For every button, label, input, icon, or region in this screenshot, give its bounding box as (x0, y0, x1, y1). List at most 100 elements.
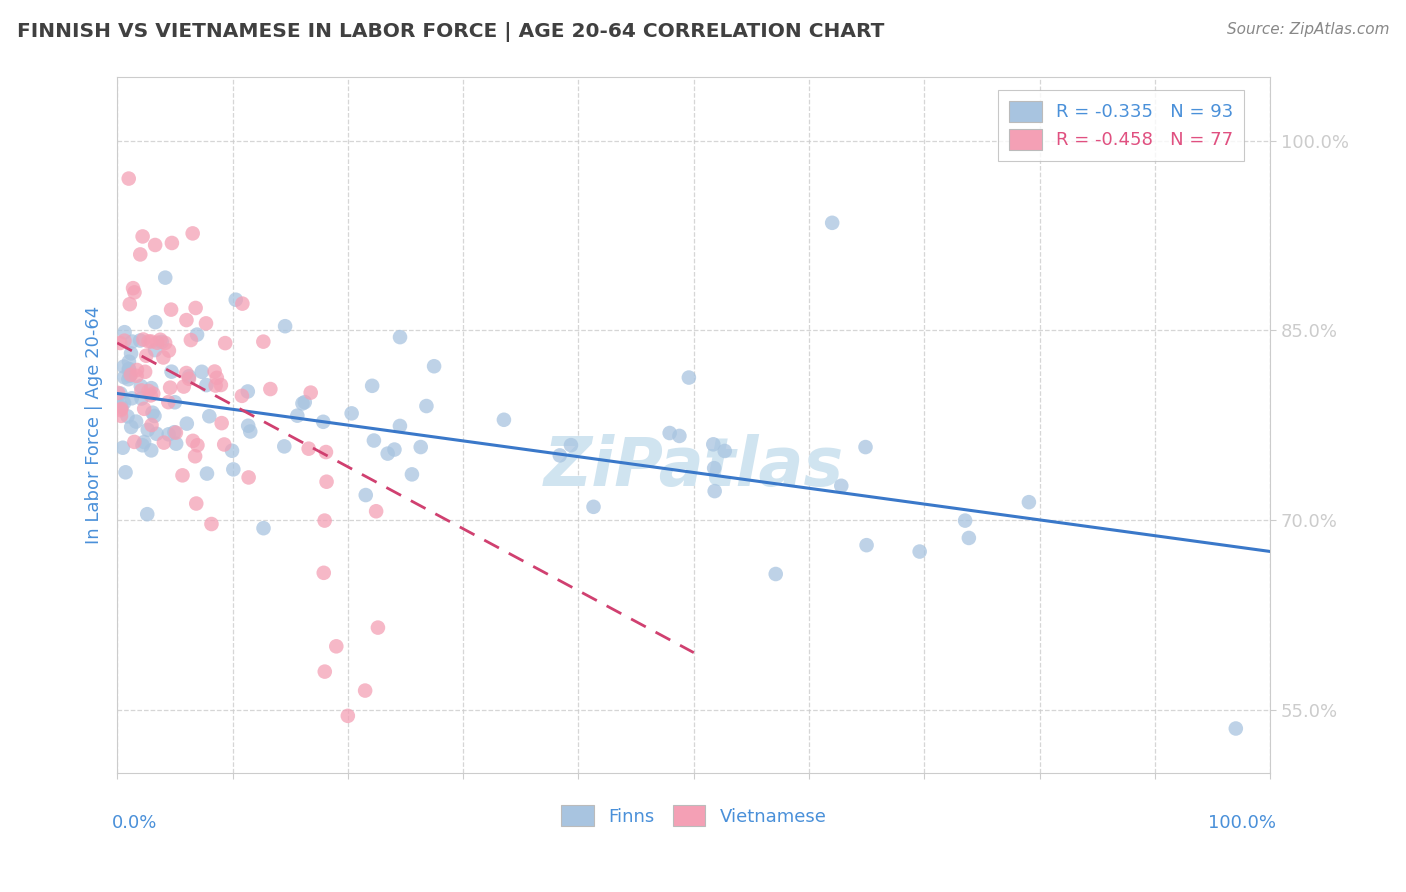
Point (139, 388, 162, 402)
Point (354, 683, 377, 698)
Point (134, 401, 156, 416)
Point (713, 444, 735, 458)
Point (110, 400, 132, 414)
Point (212, 437, 235, 451)
Point (225, 293, 247, 307)
Point (138, 384, 160, 398)
Point (132, 333, 155, 347)
Text: 100.0%: 100.0% (1208, 814, 1277, 832)
Point (141, 406, 163, 420)
Point (409, 440, 432, 454)
Point (285, 409, 308, 423)
Point (174, 366, 197, 380)
Text: 0.0%: 0.0% (111, 814, 157, 832)
Point (142, 386, 165, 401)
Point (112, 359, 135, 374)
Point (180, 333, 202, 347)
Point (134, 365, 156, 379)
Point (204, 378, 226, 392)
Point (131, 392, 153, 406)
Point (118, 362, 141, 376)
Point (141, 381, 163, 395)
Point (312, 566, 335, 580)
Point (143, 315, 166, 329)
Point (389, 330, 412, 344)
Point (129, 247, 152, 261)
Point (153, 435, 176, 450)
Point (423, 359, 446, 374)
Text: ZiPatlas: ZiPatlas (544, 434, 844, 500)
Point (157, 343, 180, 358)
Point (953, 514, 976, 528)
Point (134, 435, 156, 450)
Point (198, 409, 221, 424)
Point (658, 425, 681, 440)
Point (157, 427, 180, 442)
Point (195, 467, 218, 481)
Point (121, 392, 143, 406)
Point (1018, 495, 1040, 509)
Point (274, 319, 297, 334)
Point (354, 488, 377, 502)
Point (145, 426, 167, 441)
Point (273, 439, 295, 453)
Point (122, 281, 145, 295)
Point (361, 379, 384, 393)
Point (146, 335, 169, 350)
Point (157, 395, 180, 409)
Point (176, 417, 198, 431)
Point (124, 434, 146, 449)
Point (118, 297, 141, 311)
Point (149, 333, 172, 347)
Point (315, 475, 337, 489)
Point (560, 438, 582, 452)
Point (153, 335, 176, 350)
Point (118, 368, 141, 383)
Point (298, 442, 321, 456)
Point (184, 301, 207, 315)
Point (163, 425, 186, 440)
Point (702, 437, 724, 451)
Point (294, 395, 316, 409)
Point (110, 386, 132, 401)
Point (231, 389, 253, 403)
Point (110, 403, 132, 417)
Point (299, 385, 322, 400)
Point (204, 365, 226, 379)
Point (325, 640, 347, 654)
Point (152, 351, 174, 365)
Point (112, 370, 135, 384)
Point (150, 334, 173, 349)
Point (291, 396, 314, 410)
Point (377, 447, 399, 461)
Point (222, 462, 245, 476)
Point (238, 470, 260, 484)
Point (363, 434, 385, 448)
Text: FINNISH VS VIETNAMESE IN LABOR FORCE | AGE 20-64 CORRELATION CHART: FINNISH VS VIETNAMESE IN LABOR FORCE | A… (17, 22, 884, 42)
Point (110, 401, 132, 416)
Point (336, 709, 359, 723)
Point (117, 409, 139, 424)
Point (259, 382, 281, 396)
Point (191, 365, 214, 379)
Point (765, 567, 787, 582)
Point (143, 343, 166, 357)
Point (855, 538, 877, 552)
Point (314, 665, 336, 679)
Point (703, 484, 725, 499)
Point (186, 438, 208, 452)
Point (111, 441, 134, 455)
Text: Source: ZipAtlas.com: Source: ZipAtlas.com (1226, 22, 1389, 37)
Point (125, 368, 148, 383)
Point (236, 384, 259, 399)
Point (678, 370, 700, 384)
Point (110, 409, 132, 423)
Point (135, 349, 157, 363)
Point (200, 516, 222, 531)
Point (124, 285, 146, 300)
Point (957, 531, 980, 545)
Point (231, 296, 253, 310)
Point (131, 229, 153, 244)
Point (312, 415, 335, 429)
Point (173, 379, 195, 393)
